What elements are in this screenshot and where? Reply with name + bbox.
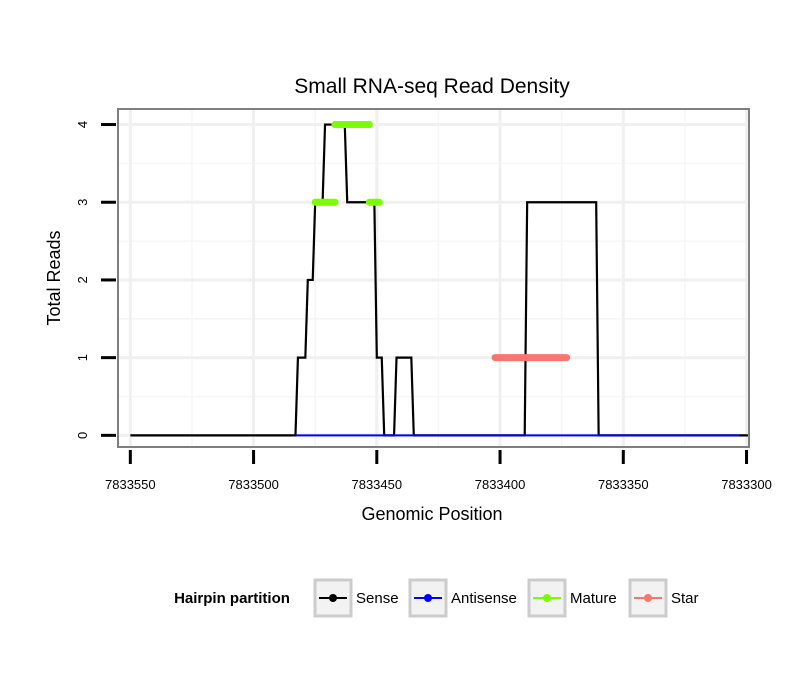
x-tick-label: 7833400: [475, 477, 526, 492]
x-tick-label: 7833300: [721, 477, 772, 492]
y-tick-label: 0: [75, 432, 90, 439]
chart-title: Small RNA-seq Read Density: [294, 75, 570, 98]
legend-key-dot: [644, 594, 652, 602]
legend: Hairpin partition Sense Antisense Mature St…: [174, 578, 699, 618]
legend-key-dot: [329, 594, 337, 602]
plot-area: 7833550 7833500 7833450 7833400 7833350 78333…: [75, 108, 772, 492]
x-tick-label: 7833350: [598, 477, 649, 492]
legend-key-dot: [424, 594, 432, 602]
legend-label: Sense: [356, 590, 399, 607]
plot-panel: [118, 109, 749, 447]
y-tick-label: 2: [75, 276, 90, 283]
x-tick-label: 7833550: [105, 477, 156, 492]
y-axis-label: Total Reads: [44, 230, 64, 325]
legend-key-dot: [543, 594, 551, 602]
y-tick-label: 1: [75, 354, 90, 361]
legend-label: Star: [671, 590, 699, 607]
legend-title: Hairpin partition: [174, 590, 290, 607]
plot-border: [117, 108, 750, 448]
legend-label: Antisense: [451, 590, 517, 607]
x-tick-label: 7833500: [228, 477, 279, 492]
x-axis-label: Genomic Position: [361, 504, 502, 524]
y-tick-label: 4: [75, 121, 90, 128]
x-tick-label: 7833450: [351, 477, 402, 492]
y-tick-label: 3: [75, 199, 90, 206]
legend-label: Mature: [570, 590, 617, 607]
